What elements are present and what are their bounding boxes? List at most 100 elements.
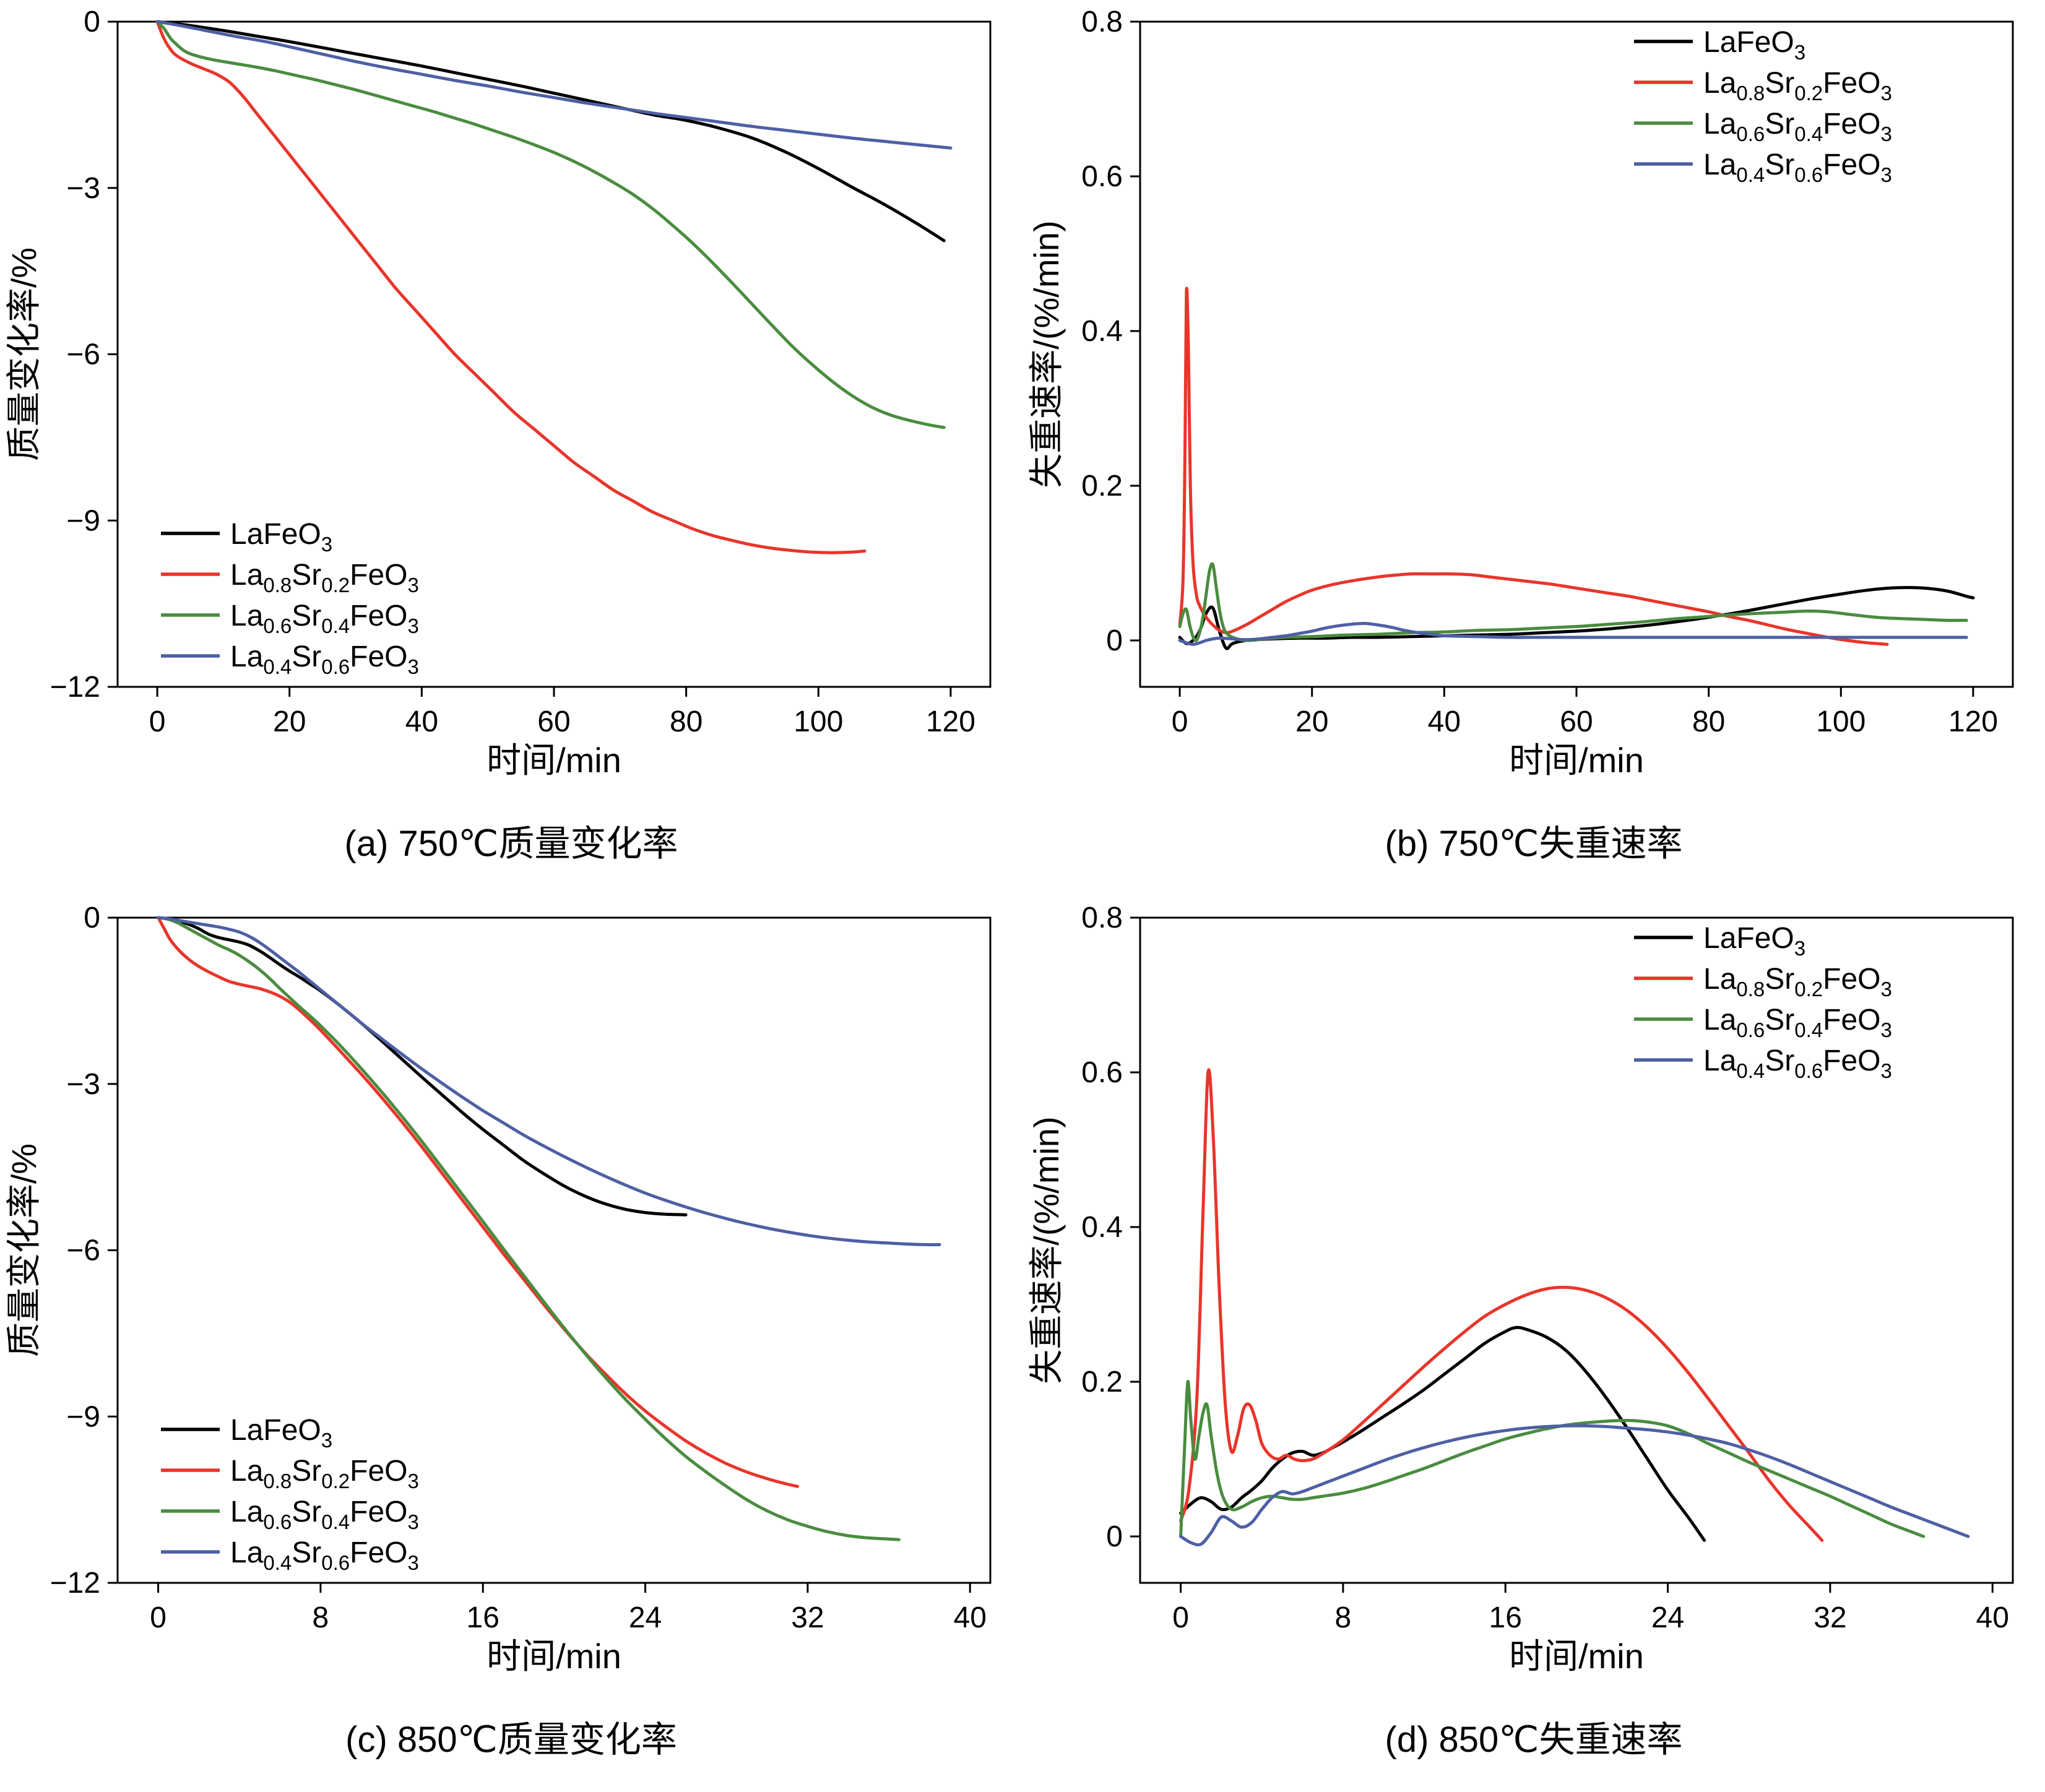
panel-d: 0 8 16 24 32 40 0 0.2 0.4 0.6 0.8 时间/min 失重速率/(%/min… — [1023, 896, 2045, 1792]
y-tick-label: −12 — [50, 671, 100, 704]
series-line-La08Sr02FeO3 — [1179, 1068, 1824, 1542]
x-tick-label: 32 — [1814, 1601, 1846, 1634]
series-line-La08Sr02FeO3 — [157, 916, 799, 1488]
x-tick-label: 0 — [150, 1601, 166, 1634]
y-axis-label: 质量变化率/% — [4, 1144, 43, 1357]
series-line-La04Sr06FeO3 — [155, 20, 953, 150]
x-tick-label: 16 — [467, 1601, 499, 1634]
x-axis-label: 时间/min — [1509, 741, 1644, 780]
legend-label: LaFeO3 — [1703, 922, 1805, 960]
x-tick-label: 0 — [1172, 705, 1188, 738]
series-line-LaFeO3 — [1179, 1325, 1706, 1542]
y-tick-label: 0 — [84, 902, 100, 934]
y-axis-label: 质量变化率/% — [4, 248, 43, 461]
series-line-La04Sr06FeO3 — [157, 916, 941, 1247]
legend-label: La0.4Sr0.6FeO3 — [230, 1536, 419, 1574]
y-tick-label: 0 — [84, 6, 100, 38]
x-tick-label: 40 — [405, 705, 438, 738]
series-line-LaFeO3 — [155, 20, 946, 243]
legend-label: La0.6Sr0.4FeO3 — [1703, 108, 1892, 145]
chart-svg-d: 0 8 16 24 32 40 0 0.2 0.4 0.6 0.8 时间/min 失重速率/(%/min… — [1027, 902, 2014, 1676]
y-tick-label: −12 — [50, 1567, 100, 1600]
y-tick-label: −3 — [66, 1068, 100, 1101]
y-tick-label: −9 — [66, 504, 100, 537]
legend-label: La0.8Sr0.2FeO3 — [230, 1455, 419, 1493]
x-tick-label: 8 — [1335, 1601, 1352, 1634]
y-tick-label: 0.4 — [1081, 315, 1123, 348]
caption-b: (b) 750℃失重速率 — [1385, 824, 1683, 864]
y-tick-label: 0.6 — [1081, 160, 1123, 193]
series-line-La06Sr04FeO3 — [157, 916, 901, 1541]
chart-svg-a: 0 20 40 60 80 100 120 0 −3 −6 −9 −12 时间/min 质量变化率/% La… — [4, 6, 992, 780]
legend-label: La0.6Sr0.4FeO3 — [1703, 1004, 1892, 1041]
x-tick-label: 32 — [791, 1601, 824, 1634]
x-tick-label: 16 — [1489, 1601, 1522, 1634]
y-tick-label: 0.6 — [1081, 1056, 1123, 1089]
y-axis-label: 失重速率/(%/min) — [1027, 1116, 1066, 1384]
x-tick-label: 24 — [1651, 1601, 1684, 1634]
x-tick-label: 100 — [793, 705, 843, 738]
caption-c: (c) 850℃质量变化率 — [345, 1720, 677, 1760]
x-tick-label: 0 — [1172, 1601, 1189, 1634]
x-tick-label: 40 — [954, 1601, 987, 1634]
chart-d-weight-loss-rate-850: 0 8 16 24 32 40 0 0.2 0.4 0.6 0.8 时间/min 失重速率/(%/min… — [1023, 896, 2045, 1707]
x-axis-label: 时间/min — [1509, 1637, 1644, 1676]
y-tick-label: 0.2 — [1081, 470, 1123, 502]
legend-label: La0.4Sr0.6FeO3 — [1703, 149, 1892, 186]
x-tick-label: 24 — [629, 1601, 662, 1634]
y-tick-label: −6 — [66, 338, 100, 371]
panel-a: 0 20 40 60 80 100 120 0 −3 −6 −9 −12 时间/min 质量变化率/% La… — [0, 0, 1023, 896]
caption-d: (d) 850℃失重速率 — [1385, 1720, 1683, 1760]
series-line-La04Sr06FeO3 — [1178, 621, 1968, 646]
x-tick-label: 20 — [1295, 705, 1328, 738]
chart-c-mass-change-850: 0 8 16 24 32 40 0 −3 −6 −9 −12 时间/min 质量变化率/% LaFeO3 L… — [0, 896, 1023, 1707]
series-line-La08Sr02FeO3 — [155, 20, 867, 554]
y-tick-label: −6 — [66, 1234, 100, 1267]
y-tick-label: 0 — [1106, 624, 1123, 657]
y-tick-label: 0.2 — [1081, 1366, 1123, 1398]
x-tick-label: 120 — [1948, 705, 1998, 738]
y-tick-label: 0.8 — [1081, 902, 1123, 934]
legend-label: LaFeO3 — [230, 518, 332, 556]
series-line-La08Sr02FeO3 — [1178, 286, 1889, 646]
y-tick-label: −3 — [66, 172, 100, 205]
legend-label: La0.6Sr0.4FeO3 — [230, 600, 419, 637]
chart-b-weight-loss-rate-750: 0 20 40 60 80 100 120 0 0.2 0.4 0.6 0.8 时间/min 失重速率/(… — [1023, 0, 2045, 811]
x-tick-label: 80 — [1692, 705, 1725, 738]
y-axis-label: 失重速率/(%/min) — [1027, 220, 1066, 488]
chart-a-mass-change-750: 0 20 40 60 80 100 120 0 −3 −6 −9 −12 时间/min 质量变化率/% La… — [0, 0, 1023, 811]
x-tick-label: 8 — [313, 1601, 329, 1634]
panel-b: 0 20 40 60 80 100 120 0 0.2 0.4 0.6 0.8 时间/min 失重速率/(… — [1023, 0, 2045, 896]
chart-svg-c: 0 8 16 24 32 400−3−6−9−12时间/min质量变化率/%LaFeO3L… — [4, 902, 992, 1676]
x-tick-label: 40 — [1976, 1601, 2009, 1634]
y-tick-label: 0 — [1106, 1520, 1123, 1553]
legend-label: La0.4Sr0.6FeO3 — [1703, 1045, 1892, 1082]
legend-label: La0.6Sr0.4FeO3 — [230, 1496, 419, 1533]
series-line-La06Sr04FeO3 — [1179, 1380, 1926, 1538]
y-tick-label: 0.4 — [1081, 1211, 1123, 1244]
x-axis-label: 时间/min — [486, 741, 621, 780]
axes-frame — [1139, 916, 2014, 1584]
series-line-LaFeO3 — [157, 916, 688, 1217]
legend-label: LaFeO3 — [230, 1414, 332, 1452]
x-tick-label: 100 — [1816, 705, 1866, 738]
y-tick-label: −9 — [66, 1400, 100, 1433]
legend-label: LaFeO3 — [1703, 26, 1805, 64]
x-tick-label: 60 — [537, 705, 570, 738]
series-line-La06Sr04FeO3 — [155, 20, 946, 429]
x-tick-label: 60 — [1560, 705, 1593, 738]
x-tick-label: 40 — [1428, 705, 1461, 738]
chart-svg-b: 0 20 40 60 80 100 120 0 0.2 0.4 0.6 0.8 时间/min 失重速率/(… — [1027, 6, 2014, 780]
series-line-La06Sr04FeO3 — [1178, 562, 1968, 642]
legend-label: La0.8Sr0.2FeO3 — [230, 559, 419, 597]
series-line-La04Sr06FeO3 — [1179, 1424, 1970, 1547]
legend-label: La0.4Sr0.6FeO3 — [230, 640, 419, 678]
x-tick-label: 120 — [926, 705, 975, 738]
x-tick-label: 20 — [273, 705, 306, 738]
x-tick-label: 80 — [670, 705, 703, 738]
x-axis-label: 时间/min — [486, 1637, 621, 1676]
y-tick-label: 0.8 — [1081, 6, 1123, 38]
caption-a: (a) 750℃质量变化率 — [344, 824, 678, 864]
legend-label: La0.8Sr0.2FeO3 — [1703, 963, 1892, 1001]
